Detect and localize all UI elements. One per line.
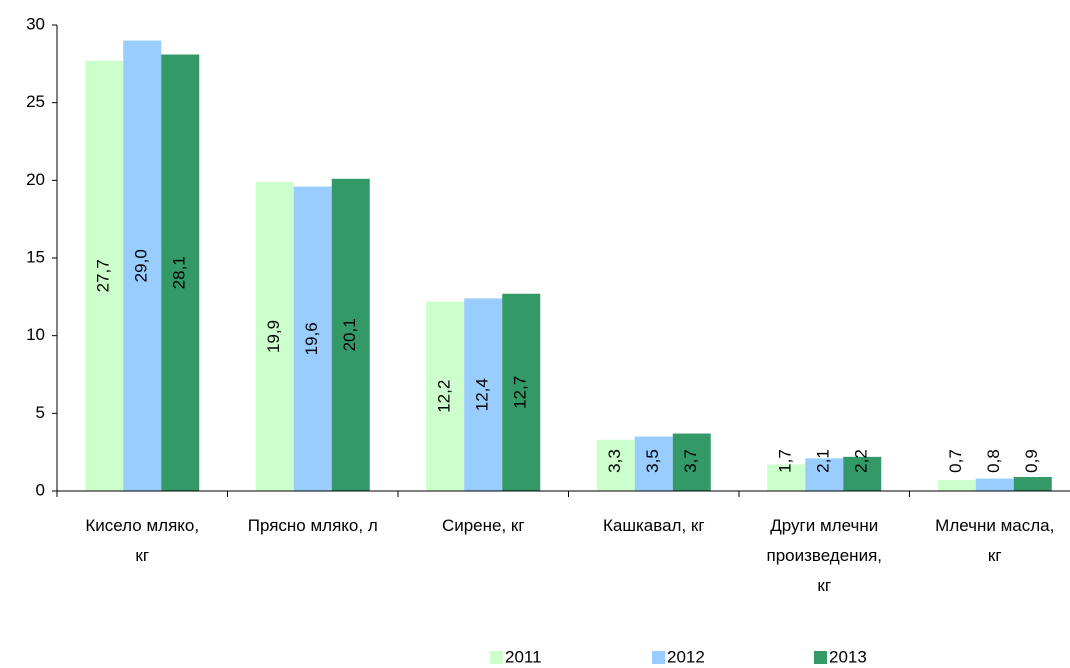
legend-label: 2011 [505, 647, 542, 666]
legend-label: 2012 [667, 647, 705, 666]
y-tick-label: 10 [26, 325, 45, 344]
x-tick-label: Кисело мляко, кг [85, 516, 200, 565]
value-label: 28,1 [170, 256, 189, 289]
value-label: 0,8 [984, 449, 1003, 473]
value-label: 1,7 [776, 449, 795, 473]
legend-swatch [490, 651, 503, 664]
value-label: 3,7 [681, 449, 700, 473]
bar [502, 293, 541, 491]
x-tick-label: Сирене, кг [441, 516, 525, 535]
bar [937, 480, 976, 491]
value-label: 29,0 [132, 249, 151, 282]
y-tick-label: 5 [36, 403, 45, 422]
value-label: 3,3 [605, 449, 624, 473]
value-label: 0,9 [1022, 449, 1041, 473]
bar [85, 60, 124, 492]
bar [975, 478, 1014, 491]
value-label: 2,1 [814, 449, 833, 473]
bar [293, 186, 332, 491]
value-label: 0,7 [946, 449, 965, 473]
value-label: 19,9 [264, 320, 283, 353]
bar [161, 54, 200, 491]
x-tick-label: Кашкавал, кг [602, 516, 705, 535]
x-tick-label: Млечни масла, кг [935, 516, 1055, 565]
y-tick-label: 20 [26, 170, 45, 189]
legend-swatch [652, 651, 665, 664]
value-label: 2,2 [852, 449, 871, 473]
value-label: 20,1 [340, 318, 359, 351]
bar [767, 464, 806, 491]
value-label: 12,7 [511, 376, 530, 409]
value-label: 27,7 [94, 259, 113, 292]
bar [596, 439, 635, 491]
bar [672, 433, 711, 491]
y-tick-label: 25 [26, 92, 45, 111]
bar [843, 456, 882, 491]
value-label: 12,4 [473, 378, 492, 411]
bar [464, 298, 503, 491]
x-tick-label: Други млечни произведения, кг [766, 516, 882, 595]
y-tick-label: 30 [26, 14, 45, 33]
legend-swatch [814, 651, 827, 664]
bar [1013, 477, 1052, 491]
bar [331, 178, 370, 491]
bar [805, 458, 844, 491]
value-label: 12,2 [435, 380, 454, 413]
y-tick-label: 15 [26, 247, 45, 266]
value-label: 19,6 [302, 322, 321, 355]
bar [123, 40, 162, 492]
bar [255, 181, 294, 492]
y-tick-label: 0 [36, 480, 45, 499]
x-tick-label: Прясно мляко, л [247, 516, 378, 535]
bar [426, 301, 465, 491]
value-label: 3,5 [643, 449, 662, 473]
bar [634, 436, 673, 491]
legend-label: 2013 [829, 647, 867, 666]
